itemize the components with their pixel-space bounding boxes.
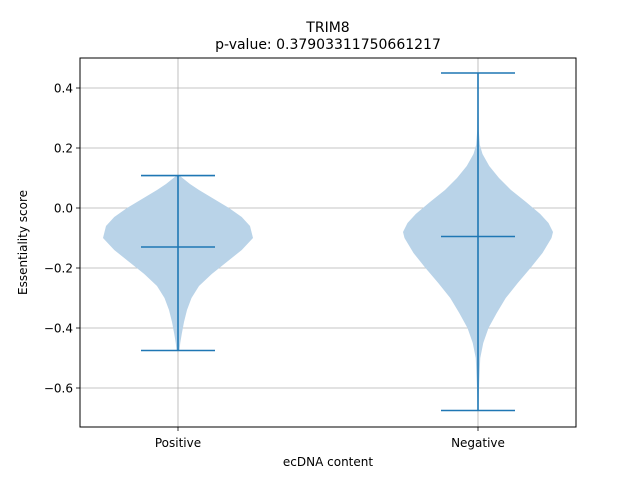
x-tick-label: Positive bbox=[155, 436, 201, 450]
y-axis-ticks: −0.6 −0.4 −0.2 0.0 0.2 0.4 bbox=[44, 82, 80, 396]
x-tick-label: Negative bbox=[451, 436, 505, 450]
y-tick-label: −0.2 bbox=[44, 262, 73, 276]
y-tick-label: 0.0 bbox=[54, 202, 73, 216]
y-tick-label: 0.2 bbox=[54, 142, 73, 156]
y-tick-label: 0.4 bbox=[54, 82, 73, 96]
x-axis-label: ecDNA content bbox=[283, 455, 373, 469]
plot-frame bbox=[79, 57, 577, 428]
violin-stat-lines bbox=[141, 72, 515, 412]
chart-subtitle: p-value: 0.37903311750661217 bbox=[215, 37, 441, 53]
violin-bodies bbox=[103, 73, 553, 411]
x-axis-ticks: Positive Negative bbox=[155, 427, 505, 450]
chart-title: TRIM8 bbox=[305, 20, 349, 36]
y-axis-label: Essentiality score bbox=[16, 190, 30, 295]
y-tick-label: −0.6 bbox=[44, 382, 73, 396]
y-tick-label: −0.4 bbox=[44, 322, 73, 336]
